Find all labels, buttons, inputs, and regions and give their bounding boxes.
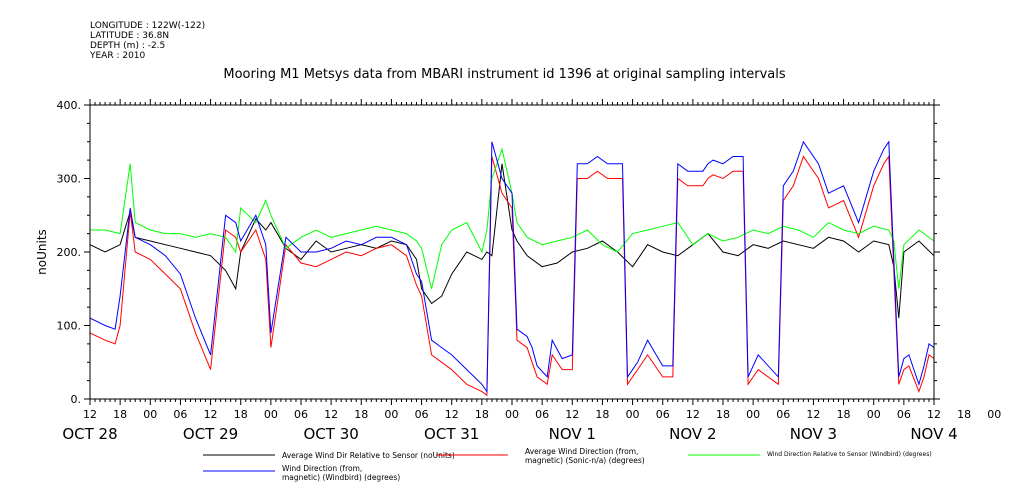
x-day-label: NOV 2 bbox=[669, 425, 716, 443]
legend-label-1: Average Wind Direction (from, bbox=[525, 447, 638, 456]
x-tick-label: 12 bbox=[83, 408, 97, 421]
chart-title: Mooring M1 Metsys data from MBARI instru… bbox=[223, 67, 786, 82]
x-day-label: NOV 1 bbox=[549, 425, 596, 443]
x-day-label: NOV 3 bbox=[790, 425, 837, 443]
series-line-0 bbox=[90, 163, 934, 319]
y-tick-label: 400. bbox=[57, 99, 82, 112]
x-tick-label: 06 bbox=[535, 408, 549, 421]
x-tick-label: 00 bbox=[143, 408, 157, 421]
x-tick-label: 12 bbox=[445, 408, 459, 421]
x-tick-label: 06 bbox=[897, 408, 911, 421]
x-tick-label: 18 bbox=[957, 408, 971, 421]
series-line-2 bbox=[90, 147, 934, 289]
x-tick-label: 00 bbox=[384, 408, 398, 421]
legend: Average Wind Dir Relative to Sensor (noU… bbox=[203, 447, 932, 482]
y-tick-label: 100. bbox=[57, 320, 82, 333]
x-tick-label: 06 bbox=[173, 408, 187, 421]
x-tick-label: 18 bbox=[595, 408, 609, 421]
legend-label-2: Wind Direction Relative to Sensor (Windb… bbox=[767, 451, 932, 458]
latitude-label: LATITUDE : 36.8N bbox=[90, 31, 170, 41]
x-tick-label: 18 bbox=[475, 408, 489, 421]
x-day-label: OCT 28 bbox=[62, 425, 117, 443]
x-tick-label: 12 bbox=[565, 408, 579, 421]
x-tick-label: 18 bbox=[354, 408, 368, 421]
x-tick-label: 18 bbox=[837, 408, 851, 421]
x-tick-label: 12 bbox=[324, 408, 338, 421]
x-tick-label: 12 bbox=[686, 408, 700, 421]
x-tick-label: 00 bbox=[867, 408, 881, 421]
longitude-label: LONGITUDE : 122W(-122) bbox=[90, 21, 206, 31]
x-tick-label: 18 bbox=[716, 408, 730, 421]
x-day-label: OCT 29 bbox=[183, 425, 238, 443]
legend-label-3: magnetic) (Windbird) (degrees) bbox=[282, 473, 400, 482]
x-tick-label: 06 bbox=[294, 408, 308, 421]
y-tick-label: 300. bbox=[57, 173, 82, 186]
x-day-label: OCT 30 bbox=[303, 425, 358, 443]
x-day-label: OCT 31 bbox=[424, 425, 479, 443]
axes-layer: 0. 100. 200. 300. 400. 12 18 00 06 12 18 00 06 12 18 00… bbox=[57, 99, 1001, 443]
x-tick-label: 12 bbox=[806, 408, 820, 421]
x-tick-label: 06 bbox=[776, 408, 790, 421]
x-tick-label: 06 bbox=[415, 408, 429, 421]
legend-label-1: magnetic) (Sonic-n/a) (degrees) bbox=[525, 456, 645, 465]
series-line-3 bbox=[90, 140, 934, 394]
x-tick-label: 00 bbox=[505, 408, 519, 421]
depth-label: DEPTH (m) : -2.5 bbox=[90, 41, 166, 51]
x-day-label: NOV 4 bbox=[910, 425, 957, 443]
metadata-block: LONGITUDE : 122W(-122) LATITUDE : 36.8N … bbox=[90, 21, 205, 61]
x-tick-label: 12 bbox=[204, 408, 218, 421]
x-tick-label: 00 bbox=[626, 408, 640, 421]
x-tick-label: 00 bbox=[264, 408, 278, 421]
x-tick-label: 06 bbox=[656, 408, 670, 421]
legend-label-0: Average Wind Dir Relative to Sensor (noU… bbox=[282, 451, 455, 460]
x-tick-label: 00 bbox=[746, 408, 760, 421]
y-axis-label: noUnits bbox=[35, 229, 49, 275]
legend-label-3: Wind Direction (from, bbox=[282, 464, 362, 473]
series-layer bbox=[90, 140, 934, 397]
y-tick-label: 200. bbox=[57, 246, 82, 259]
series-line-1 bbox=[90, 154, 934, 397]
x-tick-label: 18 bbox=[113, 408, 127, 421]
x-tick-label: 12 bbox=[927, 408, 941, 421]
y-tick-label: 0. bbox=[71, 393, 82, 406]
x-tick-label: 00 bbox=[987, 408, 1001, 421]
year-label: YEAR : 2010 bbox=[90, 51, 146, 61]
plot-frame bbox=[89, 104, 935, 400]
x-tick-label: 18 bbox=[234, 408, 248, 421]
